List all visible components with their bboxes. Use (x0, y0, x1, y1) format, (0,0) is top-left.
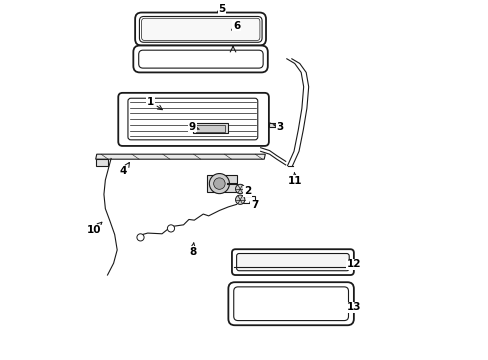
Text: 5: 5 (217, 4, 225, 14)
Polygon shape (206, 175, 237, 192)
Polygon shape (196, 125, 224, 132)
Text: 9: 9 (188, 122, 199, 132)
Polygon shape (242, 196, 255, 203)
Text: 12: 12 (346, 259, 360, 269)
FancyBboxPatch shape (118, 93, 268, 146)
Polygon shape (268, 123, 280, 127)
Circle shape (235, 195, 244, 204)
Circle shape (213, 178, 224, 189)
Text: 1: 1 (146, 97, 162, 110)
Polygon shape (192, 123, 228, 134)
Circle shape (137, 234, 144, 241)
Text: 6: 6 (231, 21, 240, 31)
FancyBboxPatch shape (142, 18, 260, 41)
Circle shape (167, 225, 174, 232)
FancyBboxPatch shape (135, 13, 265, 45)
FancyBboxPatch shape (139, 50, 263, 68)
Circle shape (235, 184, 244, 194)
FancyBboxPatch shape (133, 45, 267, 72)
Text: 7: 7 (249, 200, 258, 210)
Text: 13: 13 (346, 302, 360, 312)
FancyBboxPatch shape (231, 249, 353, 275)
Circle shape (209, 174, 229, 194)
Polygon shape (96, 154, 265, 159)
FancyBboxPatch shape (236, 253, 348, 271)
FancyBboxPatch shape (128, 98, 257, 140)
FancyBboxPatch shape (228, 282, 353, 325)
Text: 2: 2 (243, 186, 250, 197)
Text: 10: 10 (86, 222, 102, 235)
FancyBboxPatch shape (139, 17, 262, 42)
FancyBboxPatch shape (233, 287, 348, 320)
Text: 8: 8 (188, 243, 196, 257)
Text: 3: 3 (273, 122, 284, 132)
Text: 4: 4 (120, 162, 129, 176)
Polygon shape (96, 159, 108, 166)
Text: 11: 11 (287, 172, 302, 186)
